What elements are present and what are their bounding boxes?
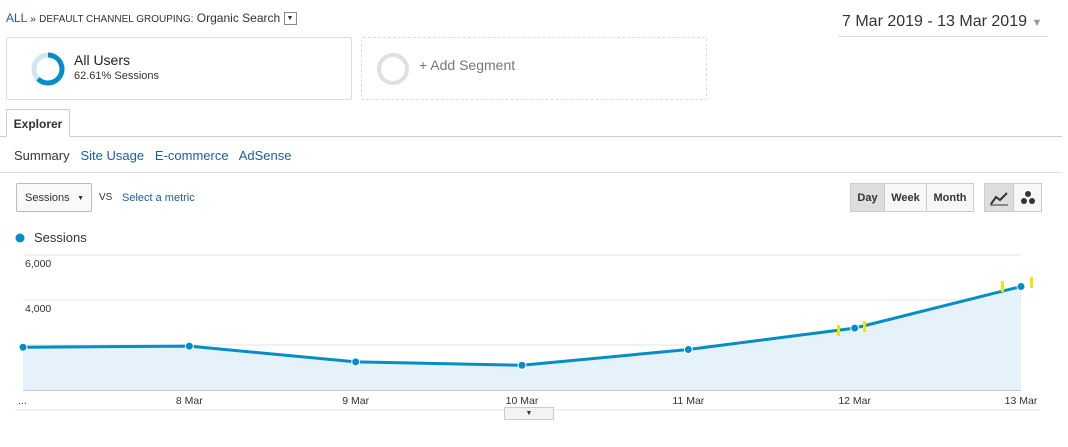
point	[850, 323, 860, 333]
segment-card[interactable]: All Users 62.61% Sessions	[6, 37, 352, 100]
legend-label: Sessions	[34, 230, 87, 245]
add-ring	[377, 53, 409, 85]
date-text: 7 Mar 2019 - 13 Mar 2019	[842, 13, 1027, 30]
subtab[interactable]: Summary	[14, 148, 70, 163]
period-button[interactable]: Day	[850, 183, 885, 212]
motion-chart-button[interactable]	[1013, 183, 1042, 212]
subtabs: Summary Site Usage E-commerce AdSense	[14, 148, 291, 163]
breadcrumb: ALL » DEFAULT CHANNEL GROUPING: Organic …	[6, 11, 297, 26]
date-range[interactable]: 7 Mar 2019 - 13 Mar 2019 ▼	[842, 13, 1043, 30]
segment-detail: 62.61% Sessions	[74, 70, 159, 82]
add-segment[interactable]: + Add Segment	[361, 37, 707, 100]
point	[184, 341, 194, 351]
divider	[838, 36, 1048, 37]
grouping-value: Organic Search	[196, 11, 281, 25]
add-segment-label: + Add Segment	[419, 57, 516, 73]
select-metric[interactable]: Select a metric	[122, 192, 195, 204]
annotation-marker	[863, 321, 866, 332]
vs: VS	[99, 192, 113, 203]
subtab[interactable]: Site Usage	[80, 148, 145, 163]
x-tick-label: 13 Mar	[1005, 395, 1038, 407]
x-tick-label: 12 Mar	[838, 395, 871, 407]
x-tick-label: ...	[18, 395, 27, 407]
separator: »	[30, 14, 36, 25]
segment-name: All Users	[74, 52, 131, 68]
divider	[0, 172, 1062, 173]
period-button[interactable]: Week	[884, 183, 927, 212]
x-tick-label: 11 Mar	[672, 395, 704, 407]
annotation-marker	[837, 325, 840, 336]
segment-ring	[31, 52, 65, 86]
period-button[interactable]: Month	[926, 183, 974, 212]
dropdown[interactable]: ▼	[283, 12, 297, 26]
point	[683, 345, 693, 354]
grouping-label: DEFAULT CHANNEL GROUPING:	[39, 14, 194, 25]
line-chart-button[interactable]	[984, 183, 1014, 212]
x-tick-label: 8 Mar	[176, 395, 203, 407]
tab-line	[0, 136, 1062, 137]
subtab[interactable]: AdSense	[238, 148, 292, 163]
point	[18, 342, 28, 352]
tab[interactable]: Explorer	[6, 109, 70, 137]
metric-select[interactable]: Sessions ▼	[16, 183, 92, 212]
point	[351, 357, 361, 367]
x-tick-label: 10 Mar	[506, 395, 539, 407]
x-tick-label: 9 Mar	[342, 395, 369, 407]
subtab[interactable]: E-commerce	[154, 148, 229, 163]
annotation-marker	[1030, 277, 1033, 288]
area	[23, 286, 1021, 390]
chart-toggle[interactable]: ▼	[504, 407, 554, 420]
y-tick-label: 6,000	[25, 258, 51, 270]
point	[1016, 282, 1026, 291]
annotation-marker	[1001, 281, 1004, 292]
breadcrumb-all[interactable]: ALL	[6, 11, 27, 25]
legend-marker	[15, 233, 25, 243]
point	[517, 360, 527, 370]
metric: Sessions	[25, 192, 70, 204]
y-tick-label: 4,000	[25, 303, 51, 315]
